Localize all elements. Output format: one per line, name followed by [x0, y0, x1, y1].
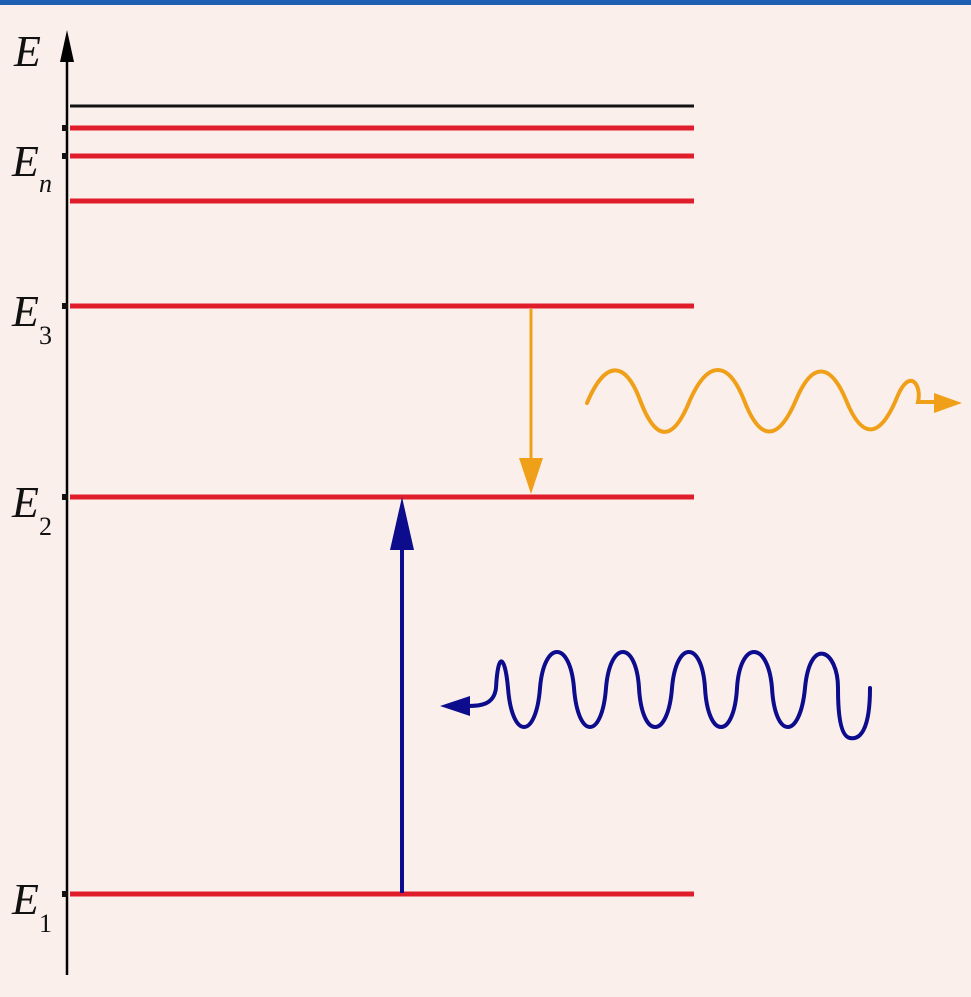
absorbed-photon-wave-icon	[440, 650, 872, 741]
label-en: E n	[11, 137, 52, 198]
tick-mark	[62, 891, 68, 897]
svg-text:2: 2	[39, 512, 52, 541]
tick-mark	[62, 494, 68, 500]
svg-text:E: E	[11, 478, 39, 527]
tick-mark	[62, 125, 68, 131]
svg-text:E: E	[11, 137, 39, 186]
svg-text:E: E	[11, 287, 39, 336]
svg-text:n: n	[39, 169, 52, 198]
down-arrowhead-icon	[519, 458, 543, 494]
label-e2: E 2	[11, 478, 52, 541]
tick-mark	[62, 153, 68, 159]
absorption-transition-arrow	[390, 497, 414, 893]
emitted-photon-wave-icon	[585, 368, 962, 434]
svg-text:1: 1	[39, 909, 52, 938]
emission-transition-arrow	[519, 309, 543, 494]
axis-label: E	[13, 27, 41, 76]
svg-text:3: 3	[39, 321, 52, 350]
up-arrowhead-icon	[390, 497, 414, 550]
left-arrowhead-icon	[440, 696, 470, 716]
tick-mark	[62, 303, 68, 309]
svg-text:E: E	[11, 875, 39, 924]
label-e3: E 3	[11, 287, 52, 350]
axis-arrowhead-icon	[60, 30, 74, 62]
label-e1: E 1	[11, 875, 52, 938]
top-band	[0, 0, 971, 5]
right-arrowhead-icon	[934, 393, 962, 413]
